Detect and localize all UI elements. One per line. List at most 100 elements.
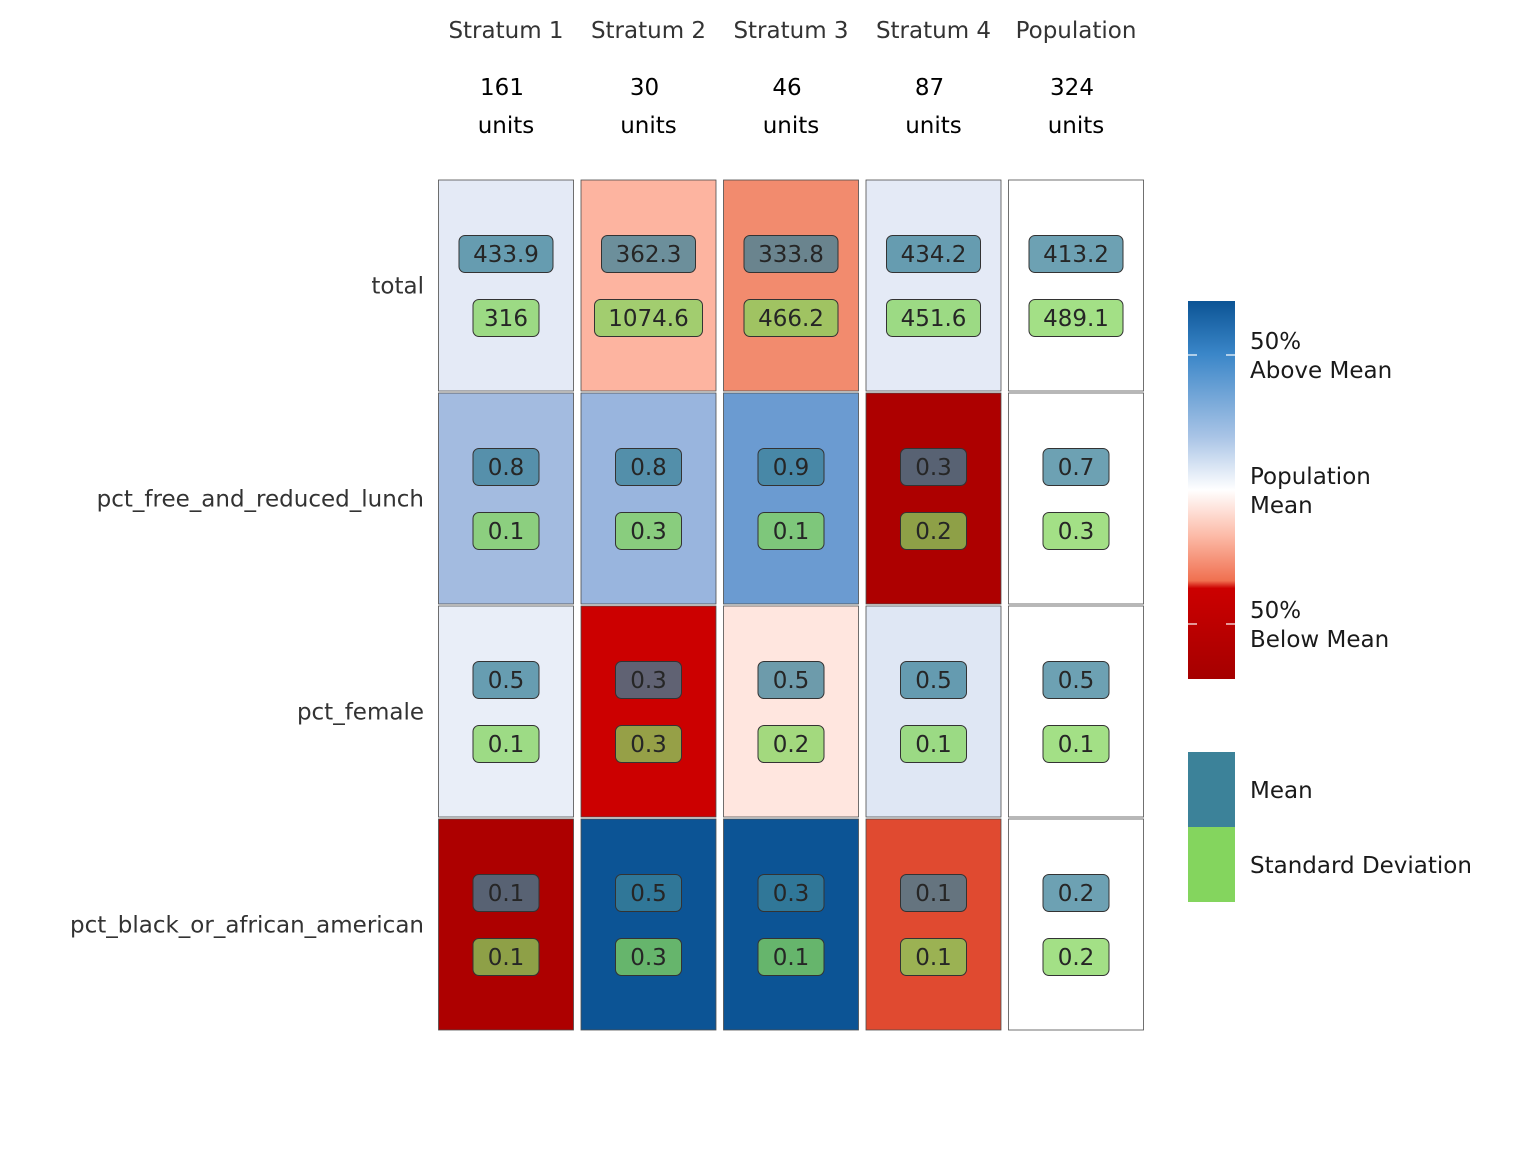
cell-background xyxy=(438,179,574,392)
sd-label-box xyxy=(472,512,540,550)
legend-key-label: Standard Deviation xyxy=(1250,853,1472,879)
column-header: Population xyxy=(1016,18,1137,44)
mean-label-box xyxy=(472,874,540,912)
mean-label-box xyxy=(757,874,825,912)
mean-label-box xyxy=(1042,448,1110,486)
legend: 50% Above Mean Population Mean 50% Below Mean… xyxy=(1188,301,1472,902)
mean-label-box xyxy=(472,661,540,699)
heatmap-cell: 413.2 489.1 xyxy=(1008,179,1144,392)
column-header: Stratum 2 xyxy=(591,18,706,44)
mean-label: 0.5 xyxy=(1058,668,1095,694)
mean-label: 0.7 xyxy=(1058,455,1095,481)
sd-label-box xyxy=(1042,512,1110,550)
mean-label-box xyxy=(757,661,825,699)
sd-label-box xyxy=(1042,938,1110,976)
sd-label-box xyxy=(743,299,839,337)
heatmap-cell: 0.5 0.1 xyxy=(865,605,1002,818)
cell-background xyxy=(723,392,859,605)
mean-label: 0.3 xyxy=(773,881,810,907)
mean-label: 433.9 xyxy=(473,242,539,268)
legend-key-label: Mean xyxy=(1250,778,1313,804)
cell-background xyxy=(1008,818,1144,1031)
sd-label: 0.3 xyxy=(630,732,667,758)
sd-label: 0.1 xyxy=(1058,732,1095,758)
mean-label: 333.8 xyxy=(758,242,824,268)
heatmap-cell: 0.1 0.1 xyxy=(438,818,574,1031)
mean-label: 0.9 xyxy=(773,455,810,481)
sd-label: 1074.6 xyxy=(608,306,688,332)
sd-label-box xyxy=(615,938,682,976)
heatmap-cell: 333.8 466.2 xyxy=(723,179,859,392)
row-label: total xyxy=(371,274,424,300)
mean-label-box xyxy=(472,448,540,486)
heatmap-cells: 433.9316362.31074.6333.8466.2434.2451.64… xyxy=(438,179,1144,1031)
legend-gradient-label-line1: 50% xyxy=(1250,329,1301,355)
mean-label-box xyxy=(1028,235,1124,273)
heatmap-cell: 0.1 0.1 xyxy=(865,818,1002,1031)
sd-label: 0.1 xyxy=(773,519,810,545)
sd-label: 316 xyxy=(484,306,528,332)
mean-label: 413.2 xyxy=(1043,242,1109,268)
heatmap-cell: 0.3 0.2 xyxy=(865,392,1002,605)
sd-label: 0.3 xyxy=(1058,519,1095,545)
column-unit-count: 30 xyxy=(630,75,659,101)
sd-label: 489.1 xyxy=(1043,306,1109,332)
cell-background xyxy=(580,179,717,392)
sd-label: 466.2 xyxy=(758,306,824,332)
sd-label-box xyxy=(1028,299,1124,337)
mean-label-box xyxy=(1042,874,1110,912)
mean-label: 0.8 xyxy=(488,455,525,481)
mean-label-box xyxy=(757,448,825,486)
sd-label-box xyxy=(757,725,825,763)
heatmap-cell: 0.5 0.1 xyxy=(438,605,574,818)
heatmap-cell: 0.9 0.1 xyxy=(723,392,859,605)
mean-label-box xyxy=(900,661,967,699)
cell-background xyxy=(723,605,859,818)
cell-background xyxy=(865,605,1002,818)
sd-label: 0.2 xyxy=(915,519,952,545)
heatmap-cell: 0.2 0.2 xyxy=(1008,818,1144,1031)
cell-background xyxy=(580,818,717,1031)
column-unit-label: units xyxy=(620,113,677,139)
mean-label-box xyxy=(615,448,682,486)
cell-background xyxy=(865,818,1002,1031)
column-unit-label: units xyxy=(478,113,535,139)
cell-background xyxy=(865,179,1002,392)
column-unit-count: 324 xyxy=(1050,75,1094,101)
mean-label: 0.2 xyxy=(1058,881,1095,907)
mean-label: 0.5 xyxy=(488,668,525,694)
sd-label: 0.3 xyxy=(630,945,667,971)
sd-label: 0.1 xyxy=(915,945,952,971)
column-unit-count: 87 xyxy=(915,75,944,101)
sd-label-box xyxy=(900,938,967,976)
column-unit-count: 161 xyxy=(480,75,524,101)
sd-label-box xyxy=(900,512,967,550)
cell-background xyxy=(865,392,1002,605)
mean-label: 0.3 xyxy=(915,455,952,481)
mean-label-box xyxy=(900,448,967,486)
sd-label: 0.1 xyxy=(915,732,952,758)
column-header: Stratum 4 xyxy=(876,18,991,44)
cell-background xyxy=(723,179,859,392)
sd-label: 0.1 xyxy=(488,945,525,971)
heatmap-cell: 0.5 0.2 xyxy=(723,605,859,818)
mean-label-box xyxy=(615,874,682,912)
column-headers: Stratum 1 161 units Stratum 2 30 units Stratum… xyxy=(448,18,1136,139)
sd-label-box xyxy=(757,512,825,550)
cell-background xyxy=(1008,392,1144,605)
column-header: Stratum 1 xyxy=(448,18,563,44)
mean-label: 0.5 xyxy=(915,668,952,694)
cell-background xyxy=(723,818,859,1031)
heatmap-cell: 362.3 1074.6 xyxy=(580,179,717,392)
sd-label-box xyxy=(615,725,682,763)
sd-label-box xyxy=(472,299,540,337)
row-label: pct_female xyxy=(297,700,424,726)
mean-label-box xyxy=(1042,661,1110,699)
mean-label: 0.5 xyxy=(773,668,810,694)
heatmap-cell: 0.3 0.1 xyxy=(723,818,859,1031)
heatmap-cell: 0.8 0.1 xyxy=(438,392,574,605)
column-unit-label: units xyxy=(763,113,820,139)
legend-gradient-label-line2: Above Mean xyxy=(1250,358,1392,384)
legend-key-swatch xyxy=(1188,827,1235,902)
legend-gradient-label-line2: Below Mean xyxy=(1250,627,1389,653)
